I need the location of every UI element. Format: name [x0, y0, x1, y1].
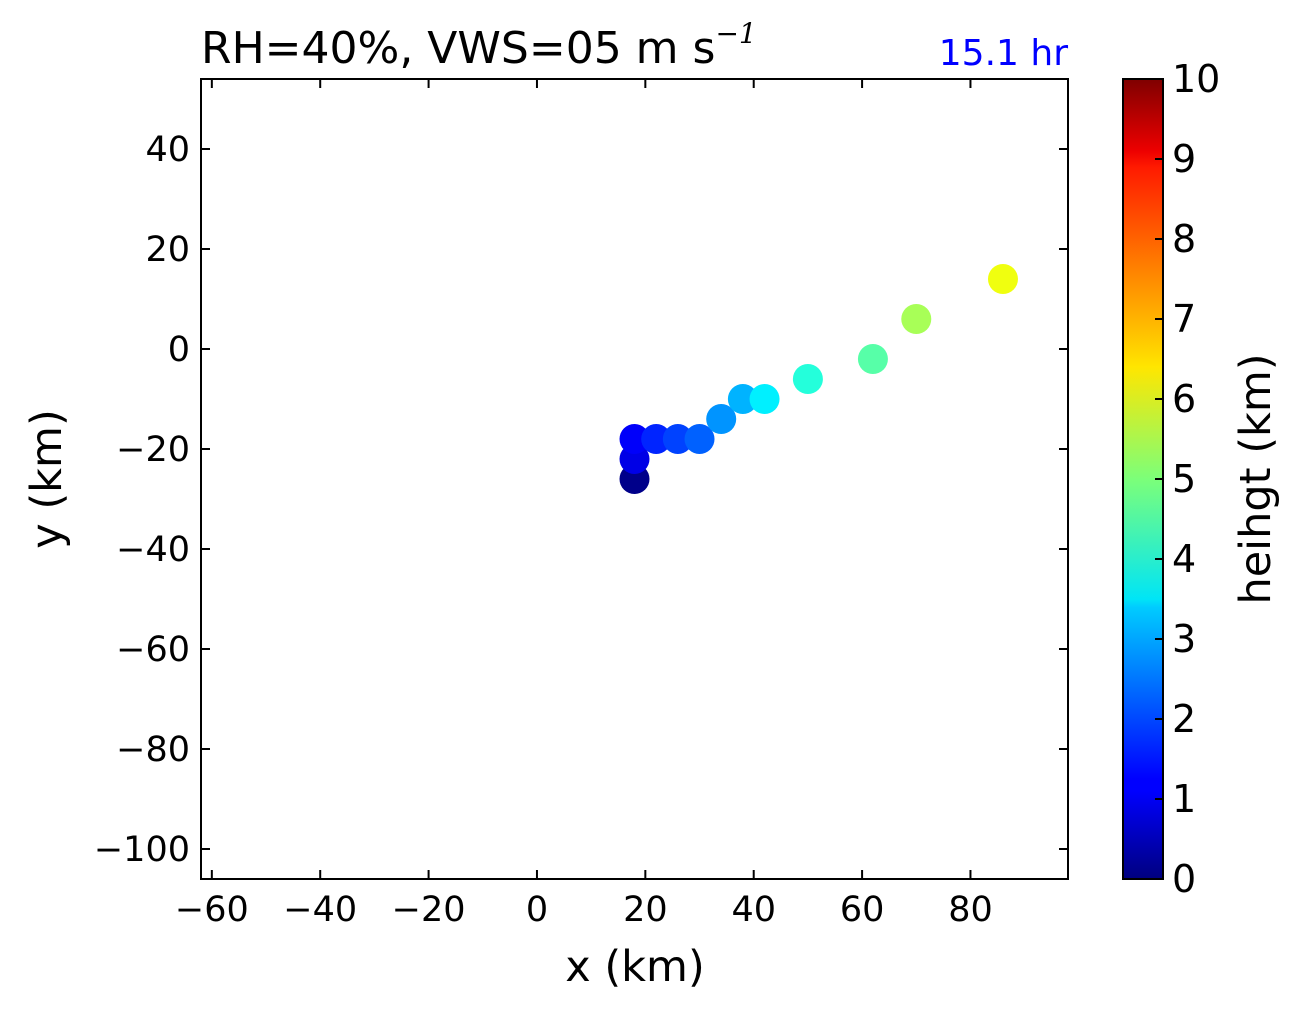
colorbar-tick-label: 4	[1172, 537, 1196, 581]
colorbar-tick-label: 10	[1172, 57, 1220, 101]
colorbar-label: heihgt (km)	[1231, 353, 1281, 604]
colorbar-tick-label: 3	[1172, 617, 1196, 661]
colorbar-tick-label: 2	[1172, 697, 1196, 741]
scatter-point	[619, 424, 650, 454]
x-tick-label: 0	[526, 890, 548, 930]
time-annotation: 15.1 hr	[939, 33, 1068, 74]
scatter-point	[792, 364, 823, 394]
scatter-point	[749, 384, 780, 414]
y-tick-label: −80	[116, 730, 190, 770]
y-tick-label: −60	[116, 630, 190, 670]
x-axis-ticks: −60 −40 −20 0 20 40 60 80	[175, 79, 993, 930]
scatter-point	[684, 424, 715, 454]
x-tick-label: −20	[392, 890, 466, 930]
title-superscript: −1	[715, 17, 756, 50]
x-tick-label: 20	[623, 890, 668, 930]
y-tick-label: 40	[145, 130, 190, 170]
scatter-point	[706, 404, 737, 434]
y-tick-label: −40	[116, 530, 190, 570]
y-tick-label: −100	[94, 830, 190, 870]
colorbar-tick-label: 6	[1172, 377, 1196, 421]
scatter-point	[901, 304, 932, 334]
colorbar-tick-label: 1	[1172, 777, 1196, 821]
scatter-point	[987, 264, 1018, 294]
x-tick-label: −40	[283, 890, 357, 930]
scatter-point	[662, 424, 693, 454]
x-tick-label: 40	[731, 890, 776, 930]
colorbar-ticks: 0 1 2 3 4 5 6 7 8 9 10	[1155, 57, 1220, 901]
y-tick-label: 0	[168, 330, 190, 370]
y-tick-label: −20	[116, 430, 190, 470]
colorbar-tick-label: 8	[1172, 217, 1196, 261]
x-axis-label: x (km)	[565, 942, 704, 992]
x-tick-label: 60	[840, 890, 885, 930]
y-axis-label: y (km)	[22, 409, 72, 548]
colorbar-tick-label: 7	[1172, 297, 1196, 341]
colorbar-tick-label: 9	[1172, 137, 1196, 181]
scatter-point	[641, 424, 672, 454]
scatter-point	[857, 344, 888, 374]
y-axis-ticks: 40 20 0 −20 −40 −60 −80 −100	[94, 130, 1068, 870]
colorbar-tick-label: 5	[1172, 457, 1196, 501]
scatter-point	[727, 384, 758, 414]
x-tick-label: −60	[175, 890, 249, 930]
y-tick-label: 20	[145, 230, 190, 270]
colorbar-tick-label: 0	[1172, 857, 1196, 901]
plot-frame	[200, 78, 1069, 880]
chart-title: RH=40%, VWS=05 m s−1	[201, 17, 757, 74]
data-points	[619, 264, 1018, 494]
x-tick-label: 80	[948, 890, 993, 930]
